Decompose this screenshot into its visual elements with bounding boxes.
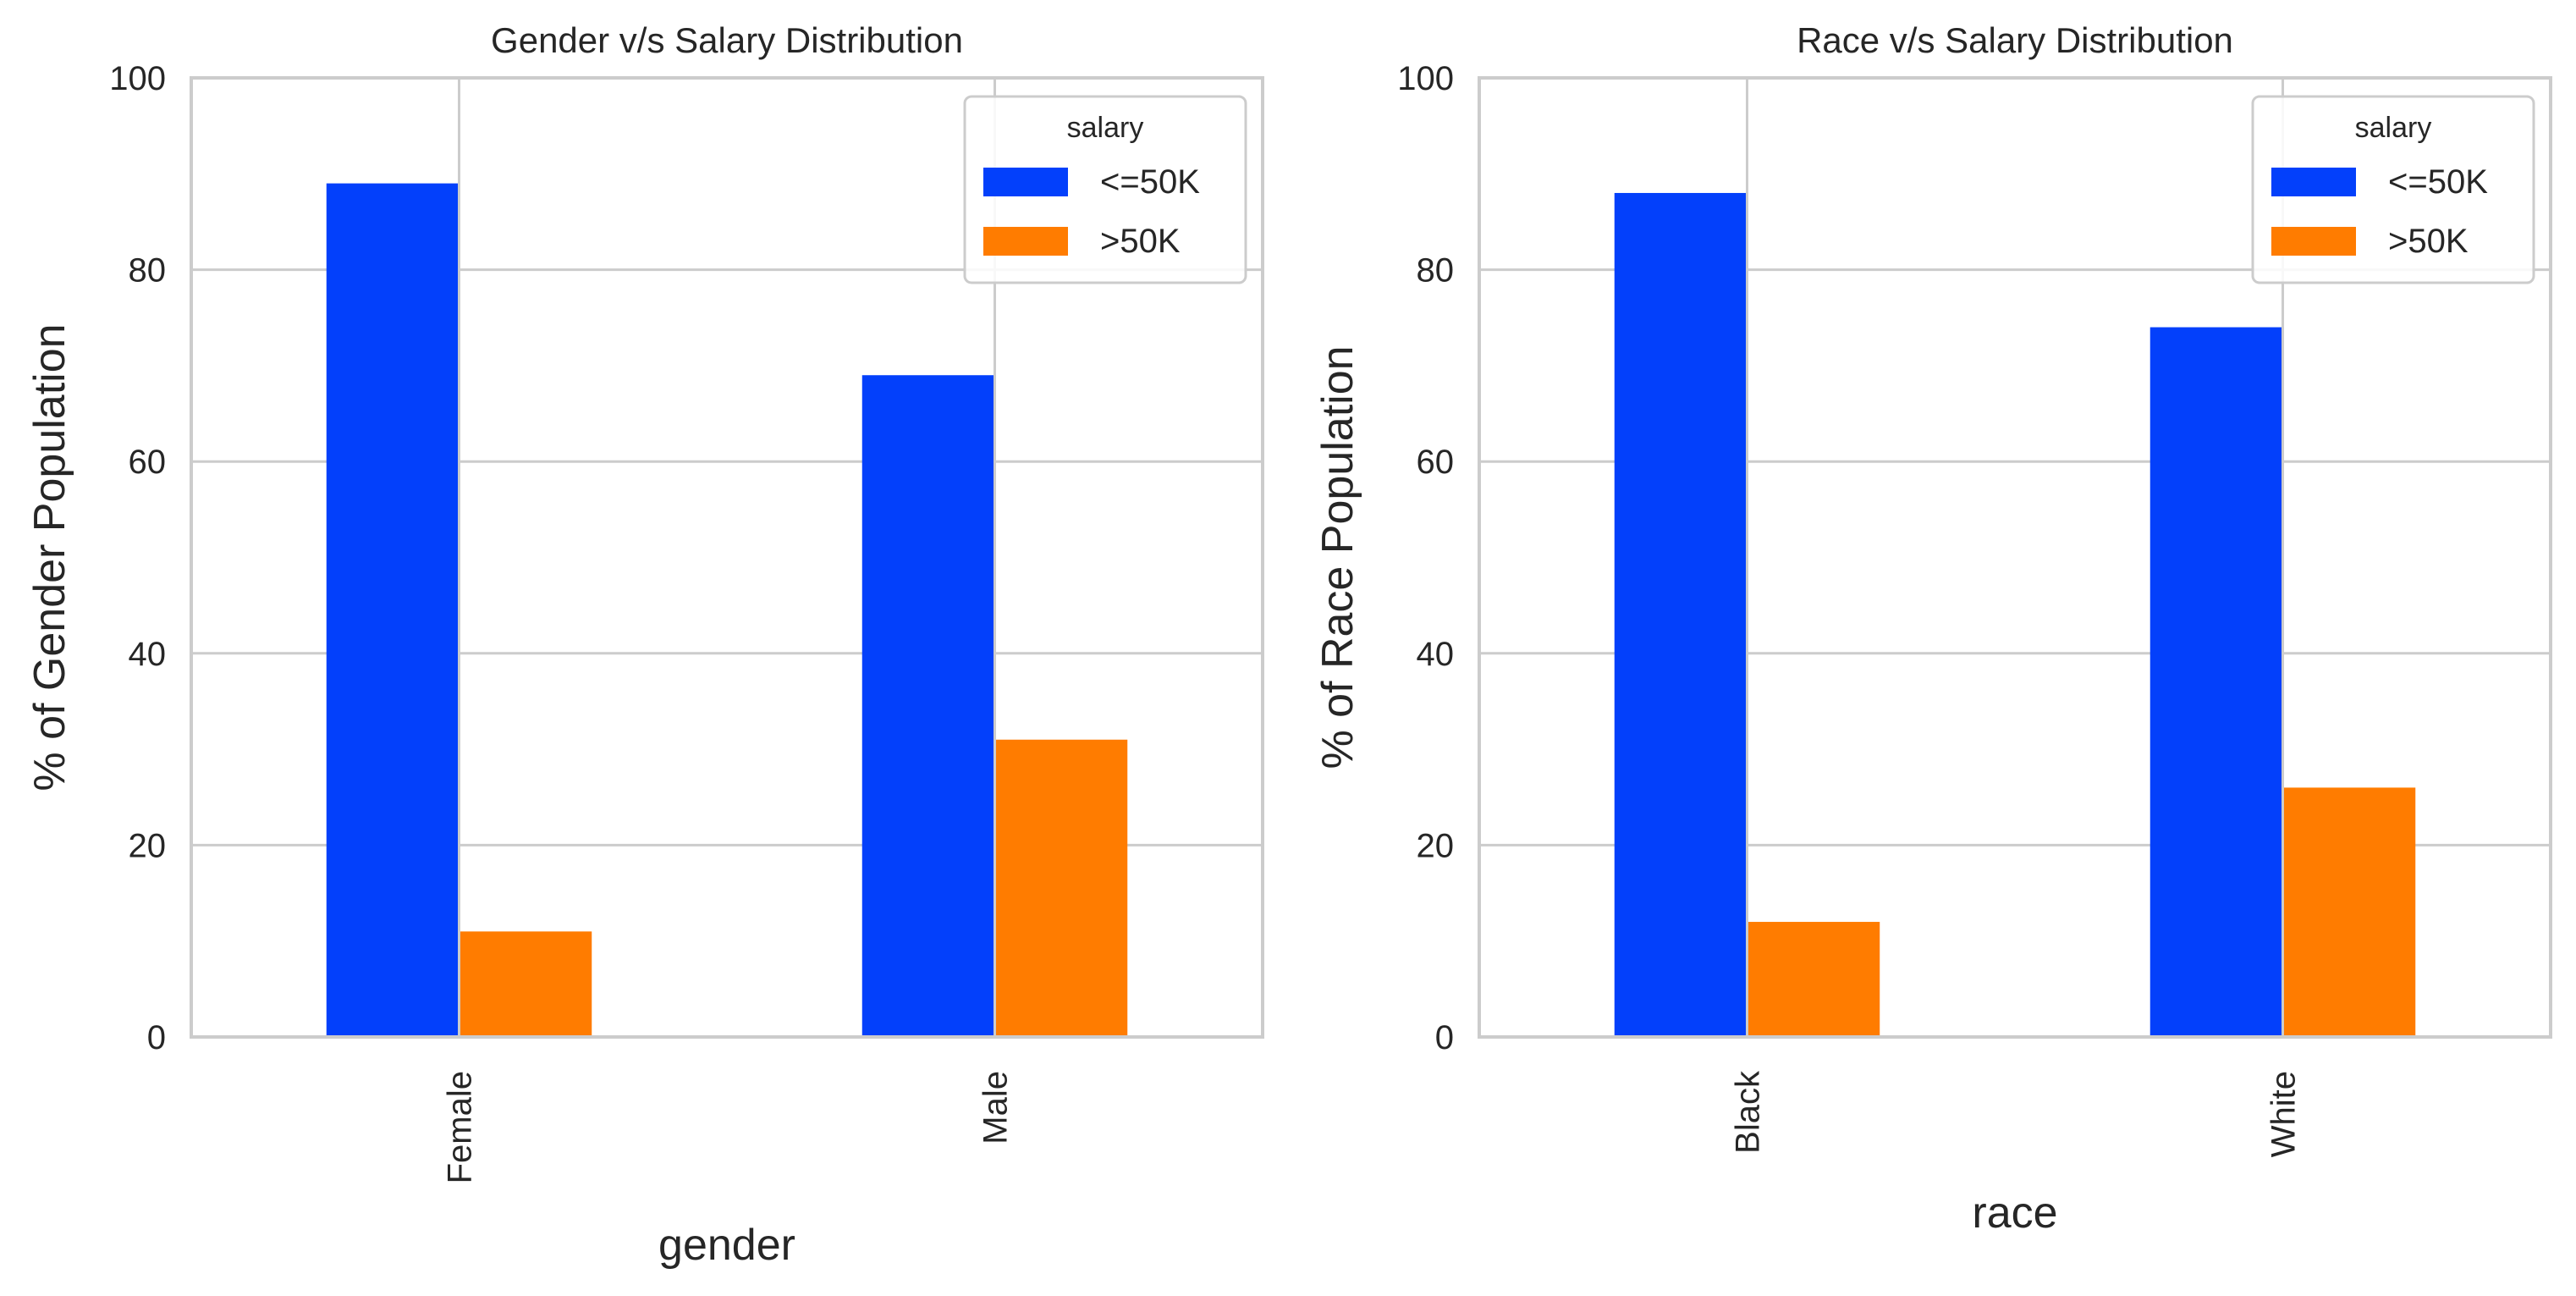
- x-axis-label: race: [1972, 1188, 2057, 1238]
- legend-label: <=50K: [1100, 163, 1200, 201]
- legend: salary <=50K >50K: [963, 95, 1247, 284]
- y-tick-label: 60: [1417, 444, 1455, 481]
- y-axis-label: % of Gender Population: [25, 323, 74, 791]
- y-tick-label: 40: [1417, 636, 1455, 673]
- legend-title: salary: [1067, 112, 1144, 144]
- bar-male-series-1: [861, 375, 994, 1038]
- y-tick-label: 60: [129, 444, 167, 481]
- bar-black-series-1: [1614, 192, 1746, 1037]
- y-tick-label: 20: [129, 827, 167, 864]
- bar-black-series-2: [1748, 922, 1880, 1037]
- x-tick-label: Male: [977, 1071, 1015, 1144]
- legend-title: salary: [2355, 112, 2432, 144]
- chart-panel-1: 0 20 40 60 80 100 Female Male Gender v/s Salary …: [25, 20, 1264, 1270]
- y-axis-label: % of Race Population: [1313, 345, 1362, 769]
- y-tick-label: 0: [147, 1019, 166, 1056]
- axes-frame: [1478, 76, 2552, 1039]
- y-tick-label: 100: [109, 60, 166, 97]
- x-tick-label: White: [2265, 1071, 2303, 1157]
- y-tick-label: 80: [1417, 252, 1455, 290]
- bar-female-series-2: [460, 931, 592, 1037]
- y-tick-label: 40: [129, 636, 167, 673]
- bar-white-series-2: [2284, 787, 2416, 1037]
- legend-swatch-series-2: [2271, 227, 2356, 256]
- legend-swatch-series-1: [983, 168, 1068, 196]
- legend-swatch-series-2: [983, 227, 1068, 256]
- y-tick-label: 0: [1435, 1019, 1454, 1056]
- legend: salary <=50K >50K: [2251, 95, 2535, 284]
- chart-title: Gender v/s Salary Distribution: [491, 20, 963, 60]
- y-tick-label: 80: [129, 252, 167, 290]
- y-tick-label: 100: [1397, 60, 1454, 97]
- bar-male-series-2: [996, 739, 1128, 1037]
- bar-female-series-1: [326, 183, 458, 1037]
- x-axis-label: gender: [658, 1221, 795, 1270]
- legend-label: >50K: [2388, 223, 2469, 260]
- chart-title: Race v/s Salary Distribution: [1797, 20, 2233, 60]
- bar-white-series-1: [2149, 327, 2282, 1038]
- legend-label: >50K: [1100, 223, 1181, 260]
- x-tick-label: Black: [1730, 1070, 1767, 1154]
- axes-frame: [190, 76, 1264, 1039]
- x-tick-label: Female: [442, 1071, 479, 1183]
- legend-swatch-series-1: [2271, 168, 2356, 196]
- chart-panel-2: 0 20 40 60 80 100 Black White Race v/s Salary Di…: [1313, 20, 2552, 1238]
- legend-label: <=50K: [2388, 163, 2488, 201]
- y-tick-label: 20: [1417, 827, 1455, 864]
